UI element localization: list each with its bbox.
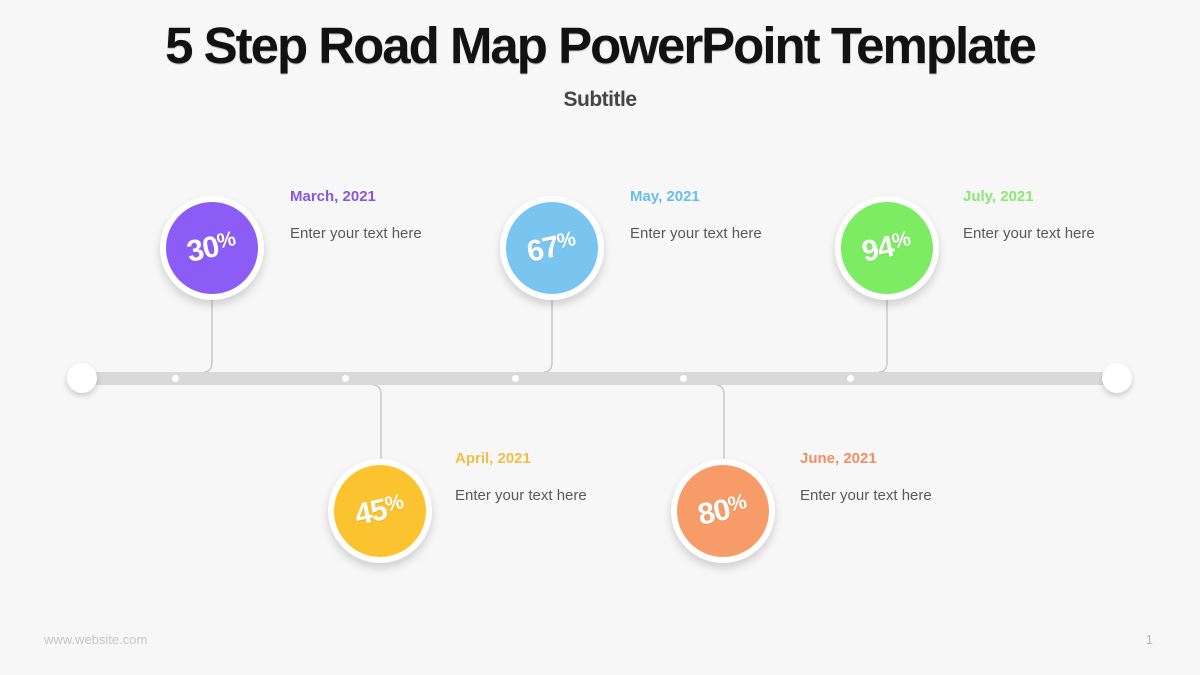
- step-circle-july: 94%: [835, 196, 939, 300]
- step-date: March, 2021: [290, 188, 376, 205]
- timeline-tick-dot: [680, 375, 687, 382]
- percent-sign: %: [889, 227, 913, 254]
- connector-april: [372, 384, 382, 461]
- percent-text: 80%: [694, 490, 749, 532]
- footer-website: www.website.com: [44, 632, 148, 647]
- step-circle-june: 80%: [671, 459, 775, 563]
- step-label-april: April, 2021 Enter your text here: [455, 450, 675, 504]
- step-label-may: May, 2021 Enter your text here: [630, 188, 850, 242]
- step-label-july: July, 2021 Enter your text here: [963, 188, 1183, 242]
- step-percent-badge: 30%: [166, 202, 258, 294]
- percent-text: 94%: [858, 227, 913, 269]
- timeline-tick-dot: [847, 375, 854, 382]
- percent-sign: %: [725, 490, 749, 517]
- timeline-bar: [75, 372, 1121, 385]
- connector-july: [878, 298, 888, 373]
- step-circle-may: 67%: [500, 196, 604, 300]
- step-description: Enter your text here: [630, 225, 762, 242]
- percent-text: 67%: [523, 227, 578, 269]
- step-description: Enter your text here: [455, 487, 587, 504]
- step-label-june: June, 2021 Enter your text here: [800, 450, 1020, 504]
- percent-text: 45%: [351, 490, 406, 532]
- step-date: April, 2021: [455, 450, 531, 467]
- step-percent-badge: 80%: [677, 465, 769, 557]
- step-label-march: March, 2021 Enter your text here: [290, 188, 510, 242]
- timeline-tick-dot: [172, 375, 179, 382]
- step-circle-march: 30%: [160, 196, 264, 300]
- step-description: Enter your text here: [800, 487, 932, 504]
- slide-title: 5 Step Road Map PowerPoint Template: [165, 17, 1037, 74]
- timeline-endpoint-right: [1102, 363, 1132, 393]
- percent-sign: %: [382, 490, 406, 517]
- page-number: 1: [1145, 632, 1153, 647]
- step-date: July, 2021: [963, 188, 1034, 205]
- step-percent-badge: 45%: [334, 465, 426, 557]
- step-date: June, 2021: [800, 450, 877, 467]
- connector-may: [543, 298, 553, 373]
- connector-june: [715, 384, 725, 461]
- step-circle-april: 45%: [328, 459, 432, 563]
- percent-sign: %: [214, 227, 238, 254]
- step-percent-badge: 67%: [506, 202, 598, 294]
- connector-march: [203, 298, 213, 373]
- percent-text: 30%: [183, 227, 238, 269]
- timeline-tick-dot: [342, 375, 349, 382]
- step-description: Enter your text here: [963, 225, 1095, 242]
- slide-subtitle: Subtitle: [563, 88, 638, 111]
- step-percent-badge: 94%: [841, 202, 933, 294]
- step-date: May, 2021: [630, 188, 700, 205]
- timeline-endpoint-left: [67, 363, 97, 393]
- timeline-tick-dot: [512, 375, 519, 382]
- percent-sign: %: [554, 227, 578, 254]
- step-description: Enter your text here: [290, 225, 422, 242]
